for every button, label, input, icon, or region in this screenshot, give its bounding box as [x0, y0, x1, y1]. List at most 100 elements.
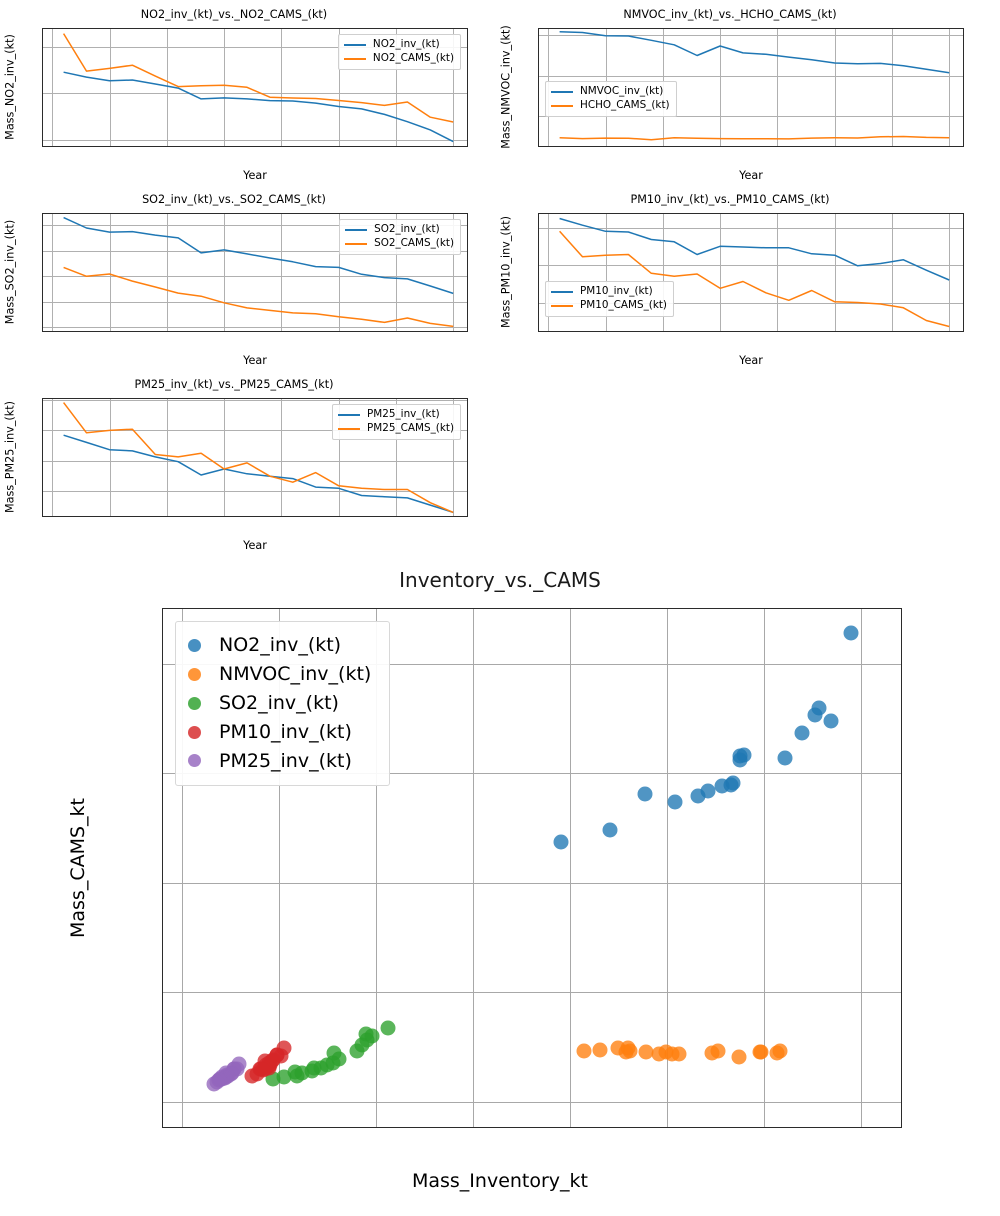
gridline-vertical: [453, 29, 455, 146]
scatter-legend-label: PM25_inv_(kt): [219, 749, 352, 772]
series-line: [559, 31, 950, 74]
scatter-legend-label: PM10_inv_(kt): [219, 720, 352, 743]
x-axis-label-so2: Year: [243, 354, 267, 367]
scatter-gridline-horizontal: [163, 663, 901, 665]
gridline-vertical: [453, 214, 455, 331]
scatter-point: [664, 1046, 680, 1062]
legend-label: SO2_inv_(kt): [374, 223, 440, 235]
scatter-point: [637, 786, 653, 802]
legend-line-swatch: [551, 104, 573, 107]
gridline-vertical: [52, 399, 54, 516]
legend-entry: PM25_inv_(kt): [338, 408, 454, 422]
legend-no2: NO2_inv_(kt) NO2_CAMS_(kt): [337, 34, 461, 71]
subplot-title-so2: SO2_inv_(kt)_vs._SO2_CAMS_(kt): [142, 193, 326, 206]
scatter-y-axis-label: Mass_CAMS_kt: [67, 797, 89, 939]
gridline-horizontal: [539, 75, 963, 77]
series-line: [559, 230, 950, 328]
legend-line-swatch: [343, 43, 366, 46]
scatter-point: [610, 1040, 625, 1056]
series-layer: [559, 31, 950, 141]
scatter-legend-marker: [188, 725, 201, 739]
gridline-vertical: [548, 214, 550, 331]
series-line: [62, 33, 454, 123]
gridline-vertical: [720, 214, 722, 331]
gridline-horizontal: [43, 93, 467, 95]
gridline-vertical: [166, 29, 168, 146]
scatter-gridline-horizontal: [163, 773, 901, 775]
gridline-vertical: [224, 214, 226, 331]
scatter-legend-entry: SO2_inv_(kt): [188, 689, 371, 718]
series-layer: [63, 402, 454, 514]
x-axis-label-pm25: Year: [243, 539, 267, 552]
gridline-horizontal: [43, 250, 467, 252]
scatter-legend-label: SO2_inv_(kt): [219, 691, 339, 714]
scatter-plot-area: NO2_inv_(kt) NMVOC_inv_(kt) SO2_inv_(kt) PM…: [162, 608, 902, 1128]
gridline-vertical: [338, 399, 340, 516]
x-axis-label-no2: Year: [243, 169, 267, 182]
scatter-point: [553, 834, 569, 850]
scatter-legend: NO2_inv_(kt) NMVOC_inv_(kt) SO2_inv_(kt) PM…: [175, 621, 391, 787]
legend-entry: NMVOC_inv_(kt): [551, 85, 670, 99]
gridline-vertical: [720, 29, 722, 146]
legend-label: SO2_CAMS_(kt): [374, 236, 454, 249]
gridline-horizontal: [43, 225, 467, 227]
gridline-horizontal: [43, 139, 467, 141]
subplot-title-pm25: PM25_inv_(kt)_vs._PM25_CAMS_(kt): [134, 378, 334, 391]
y-axis-label-so2: Mass_SO2_inv_(kt): [3, 219, 17, 325]
legend-line-swatch: [338, 427, 361, 430]
gridline-horizontal: [43, 276, 467, 278]
legend-label: PM10_CAMS_(kt): [580, 298, 667, 311]
gridline-vertical: [109, 214, 111, 331]
gridline-vertical: [892, 29, 893, 146]
legend-entry: HCHO_CAMS_(kt): [551, 99, 670, 113]
scatter-gridline-horizontal: [163, 882, 901, 884]
gridline-vertical: [166, 399, 168, 516]
series-line: [63, 71, 454, 143]
series-layer: [63, 216, 454, 328]
gridline-vertical: [338, 214, 340, 331]
series-line: [63, 216, 454, 295]
scatter-x-axis-label: Mass_Inventory_kt: [411, 1170, 589, 1192]
scatter-point: [752, 1044, 768, 1060]
scatter-legend-entry: NO2_inv_(kt): [188, 631, 371, 660]
legend-label: NO2_inv_(kt): [372, 38, 440, 50]
gridline-horizontal: [43, 327, 467, 329]
gridline-vertical: [777, 214, 779, 331]
series-line: [559, 135, 950, 141]
gridline-vertical: [396, 214, 397, 331]
gridline-vertical: [224, 29, 226, 146]
scatter-point: [380, 1020, 396, 1036]
scatter-point: [704, 1045, 720, 1061]
gridline-vertical: [109, 29, 111, 146]
scatter-gridline-vertical: [376, 609, 378, 1127]
gridline-vertical: [834, 29, 836, 146]
gridline-vertical: [892, 214, 893, 331]
gridline-horizontal: [43, 301, 467, 303]
series-line: [63, 402, 454, 514]
legend-line-swatch: [345, 228, 368, 231]
gridline-vertical: [949, 29, 951, 146]
plot-area-pm10: 2002.52005.02007.52010.02012.52015.02017…: [538, 213, 964, 332]
legend-pm25: PM25_inv_(kt) PM25_CAMS_(kt): [332, 404, 461, 441]
gridline-vertical: [949, 214, 951, 331]
plot-area-no2: 2002.52005.02007.52010.02012.52015.02017…: [42, 28, 468, 147]
series-line: [63, 434, 454, 514]
plot-area-nmvoc: 2002.52005.02007.52010.02012.52015.02017…: [538, 28, 964, 147]
legend-line-swatch: [551, 90, 573, 93]
scatter-point: [769, 1045, 784, 1061]
legend-line-swatch: [551, 290, 573, 293]
scatter-point: [349, 1043, 365, 1058]
series-line: [63, 266, 454, 328]
legend-entry: SO2_inv_(kt): [345, 223, 454, 237]
scatter-legend-marker: [188, 696, 201, 710]
gridline-vertical: [396, 29, 397, 146]
scatter-gridline-vertical: [667, 609, 669, 1127]
scatter-gridline-vertical: [570, 609, 572, 1127]
gridline-vertical: [52, 214, 54, 331]
scatter-point: [602, 822, 618, 838]
gridline-horizontal: [539, 227, 963, 229]
gridline-vertical: [224, 399, 226, 516]
gridline-vertical: [662, 214, 664, 331]
gridline-horizontal: [43, 460, 467, 462]
